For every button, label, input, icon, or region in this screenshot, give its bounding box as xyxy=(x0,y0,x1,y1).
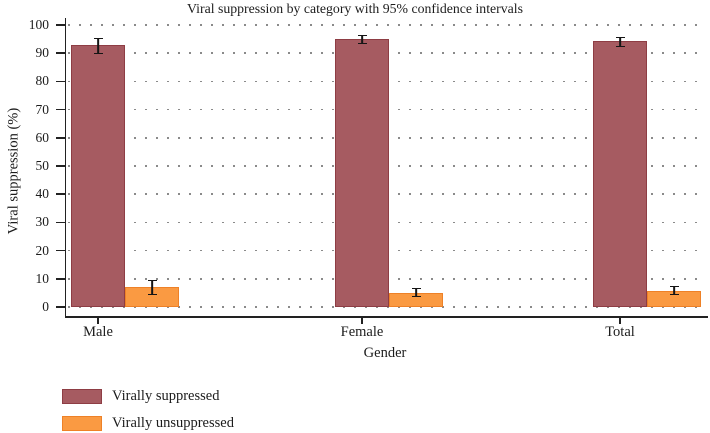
y-axis-tick xyxy=(56,24,65,26)
legend-label-unsuppressed: Virally unsuppressed xyxy=(112,415,234,431)
y-axis-tick xyxy=(56,52,65,54)
y-axis-tick xyxy=(56,221,65,224)
legend-swatch-suppressed xyxy=(62,388,102,404)
y-tick-label: 70 xyxy=(35,101,50,117)
y-tick-label: 50 xyxy=(35,158,50,173)
y-axis-line xyxy=(65,18,67,317)
bar-virally-suppressed-male xyxy=(71,45,125,307)
y-tick-label: 100 xyxy=(28,17,49,32)
error-bar xyxy=(93,38,103,54)
category-label-male: Male xyxy=(83,324,113,340)
chart-title: Viral suppression by category with 95% c… xyxy=(187,1,523,16)
y-axis-tick xyxy=(56,278,65,280)
y-axis-tick xyxy=(56,108,65,111)
error-bar xyxy=(411,288,421,298)
x-axis-line xyxy=(65,316,708,318)
y-tick-label: 60 xyxy=(35,129,50,145)
bar-virally-suppressed-female xyxy=(335,39,389,307)
y-axis-tick xyxy=(56,306,65,308)
gridline xyxy=(68,306,704,308)
error-bar xyxy=(357,35,367,44)
legend-label-suppressed: Virally suppressed xyxy=(112,388,220,404)
bar-virally-suppressed-total xyxy=(593,41,647,307)
error-bar xyxy=(669,286,679,295)
y-tick-label: 30 xyxy=(35,214,50,230)
y-axis-tick xyxy=(56,193,65,195)
category-label-total: Total xyxy=(605,324,635,340)
x-axis-tick xyxy=(97,317,99,324)
legend-item-unsuppressed: Virally unsuppressed xyxy=(62,415,234,431)
category-label-female: Female xyxy=(340,324,384,340)
gridline xyxy=(68,24,704,26)
y-axis-tick xyxy=(56,137,65,139)
legend-item-suppressed: Virally suppressed xyxy=(62,388,234,404)
x-axis-tick xyxy=(619,317,621,324)
y-tick-label: 10 xyxy=(35,270,50,286)
x-axis-label: Gender xyxy=(363,345,407,361)
y-tick-label: 90 xyxy=(35,45,50,61)
legend: Virally suppressed Virally unsuppressed xyxy=(62,388,234,433)
y-tick-label: 0 xyxy=(42,299,49,314)
y-axis-tick xyxy=(56,80,65,83)
legend-swatch-unsuppressed xyxy=(62,415,102,431)
error-bar xyxy=(615,37,625,48)
y-tick-label: 80 xyxy=(35,73,50,89)
y-axis-tick xyxy=(56,249,65,252)
error-bar xyxy=(147,279,157,295)
x-axis-tick xyxy=(361,317,363,324)
y-axis-tick xyxy=(56,165,65,167)
y-tick-label: 20 xyxy=(35,242,50,258)
y-tick-label: 40 xyxy=(35,186,50,202)
